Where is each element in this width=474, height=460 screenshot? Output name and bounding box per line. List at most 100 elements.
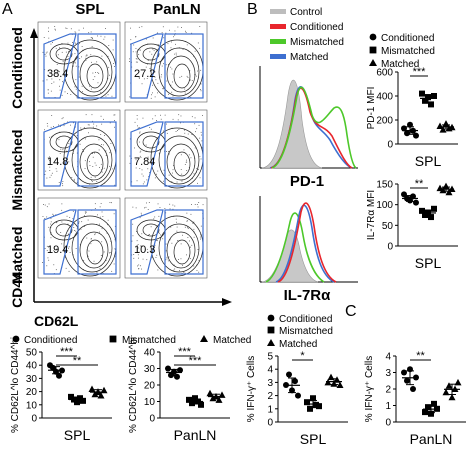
- flow-event: [184, 272, 186, 274]
- flow-event: [135, 58, 137, 60]
- flow-event: [90, 37, 92, 38]
- flow-event: [92, 180, 93, 182]
- gate-cd62hi: [164, 121, 204, 187]
- flow-event: [172, 73, 174, 75]
- flow-event: [57, 54, 59, 56]
- data-point: [445, 188, 453, 196]
- y-tick-label: 10: [144, 397, 156, 408]
- flow-event: [100, 203, 102, 204]
- flow-event: [169, 29, 170, 31]
- flow-event: [71, 150, 73, 151]
- flow-event: [194, 123, 196, 125]
- flow-event: [163, 63, 164, 65]
- flow-event: [83, 27, 84, 29]
- flow-event: [106, 232, 108, 234]
- legend-marker-triangle: [200, 335, 208, 342]
- flow-event: [87, 124, 89, 126]
- flow-event: [91, 180, 92, 182]
- flow-event: [101, 171, 103, 173]
- y-axis-label: % CD62L^lo CD44^hi: [10, 337, 21, 433]
- flow-event: [166, 132, 168, 134]
- flow-event: [195, 131, 196, 133]
- flow-event: [163, 37, 165, 39]
- flow-event: [144, 207, 145, 209]
- flow-event: [185, 30, 186, 32]
- flow-event: [187, 133, 189, 135]
- legend-marker-triangle: [267, 339, 275, 346]
- legend-conditioned: Conditioned: [290, 22, 343, 33]
- flow-event: [70, 28, 72, 30]
- flow-event: [139, 131, 141, 133]
- flow-event: [109, 74, 110, 76]
- flow-event: [136, 240, 138, 242]
- hist-legend: Control Conditioned Mismatched Matched: [270, 7, 344, 63]
- flow-event: [184, 226, 186, 228]
- flow-event: [46, 51, 48, 53]
- flow-event: [132, 51, 134, 53]
- y-tick-label: 20: [144, 381, 156, 392]
- flow-event: [69, 217, 71, 218]
- flow-event: [64, 91, 66, 93]
- flow-plot: 10.3: [124, 197, 208, 279]
- flow-event: [152, 118, 154, 120]
- legend-mismatched: Mismatched: [290, 37, 344, 48]
- flow-event: [74, 62, 76, 64]
- flow-event: [94, 176, 96, 178]
- flow-event: [138, 127, 140, 128]
- legend-matched: Matched: [290, 52, 328, 63]
- flow-event: [55, 168, 57, 170]
- flow-event: [142, 183, 144, 185]
- flow-event: [67, 223, 69, 225]
- flow-event: [109, 202, 111, 203]
- flow-event: [91, 61, 92, 63]
- flow-event: [169, 239, 171, 241]
- flow-event: [79, 143, 81, 145]
- flow-event: [107, 224, 108, 226]
- gate-percent: 19.4: [47, 244, 68, 256]
- flow-event: [94, 233, 96, 235]
- flow-event: [157, 44, 159, 45]
- flow-event: [46, 177, 48, 179]
- flow-event: [70, 94, 72, 95]
- flow-event: [165, 32, 167, 34]
- legend-swatch-conditioned: [270, 24, 286, 29]
- flow-event: [114, 114, 116, 116]
- flow-event: [132, 223, 134, 225]
- flow-event: [192, 222, 194, 224]
- flow-event: [158, 152, 160, 154]
- flow-event: [149, 68, 151, 69]
- flow-event: [58, 182, 60, 183]
- flow-event: [47, 125, 49, 127]
- legend-marker-square: [369, 46, 377, 54]
- data-point: [442, 182, 450, 190]
- flow-event: [50, 221, 52, 223]
- flow-event: [181, 75, 183, 77]
- flow-plot: 27.2: [124, 21, 208, 103]
- x-axis-label: PanLN: [410, 431, 453, 447]
- flow-event: [191, 178, 193, 179]
- flow-event: [189, 240, 190, 242]
- flow-event: [101, 123, 103, 125]
- flow-event: [101, 241, 103, 243]
- flow-event: [78, 66, 80, 68]
- data-point: [171, 368, 177, 375]
- y-tick-label: 40: [144, 348, 156, 359]
- data-point: [407, 121, 413, 128]
- flow-event: [48, 37, 50, 39]
- flow-event: [140, 245, 142, 247]
- flow-event: [75, 32, 77, 34]
- hist-pd1-label: PD-1: [290, 173, 324, 190]
- hist-il7ra-matched: [275, 204, 335, 283]
- flow-event: [193, 228, 195, 230]
- flow-event: [152, 92, 153, 94]
- flow-event: [68, 161, 70, 163]
- flow-event: [141, 214, 142, 216]
- flow-event: [150, 128, 152, 130]
- flow-event: [62, 61, 64, 63]
- flow-event: [150, 226, 152, 228]
- flow-event: [134, 121, 136, 123]
- flow-event: [168, 151, 169, 152]
- flow-event: [73, 122, 74, 124]
- flow-event: [154, 76, 156, 78]
- flow-event: [45, 55, 47, 57]
